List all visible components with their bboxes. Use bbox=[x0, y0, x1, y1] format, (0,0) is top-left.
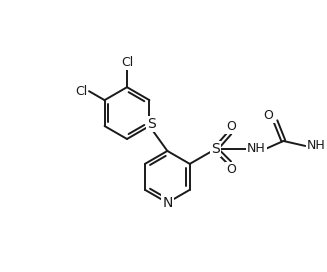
Text: S: S bbox=[147, 117, 156, 131]
Text: O: O bbox=[264, 109, 273, 122]
Text: Cl: Cl bbox=[75, 85, 87, 98]
Text: NH: NH bbox=[247, 143, 266, 156]
Text: O: O bbox=[227, 119, 236, 132]
Text: O: O bbox=[227, 163, 236, 176]
Text: NH: NH bbox=[307, 140, 326, 153]
Text: Cl: Cl bbox=[121, 56, 133, 69]
Text: N: N bbox=[162, 196, 173, 210]
Text: S: S bbox=[211, 142, 220, 156]
